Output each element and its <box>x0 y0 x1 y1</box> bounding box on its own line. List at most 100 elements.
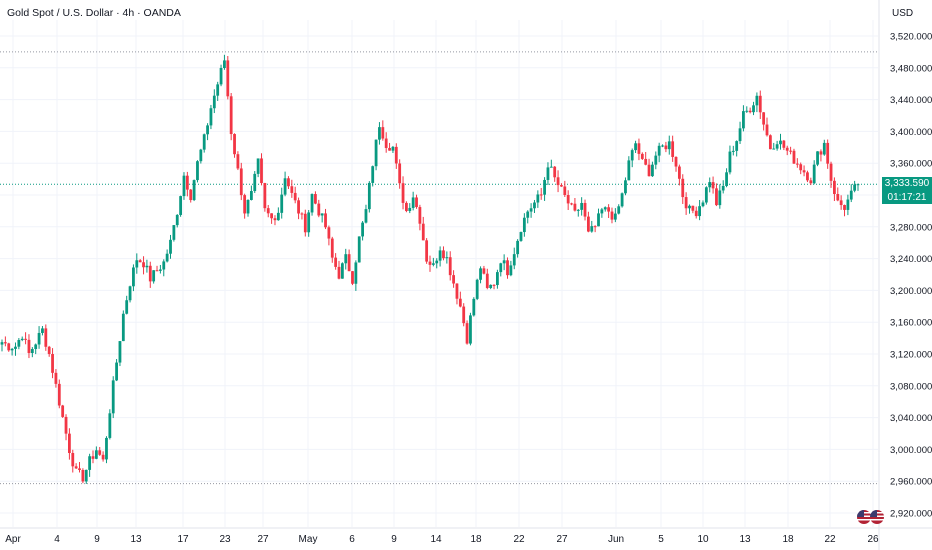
candle-body <box>253 173 257 192</box>
candle-body <box>647 164 651 177</box>
candle-body <box>560 185 563 187</box>
candle-body <box>196 161 199 181</box>
currency-label[interactable]: USD <box>892 8 914 19</box>
candle-body <box>499 263 503 273</box>
candle-body <box>320 213 324 216</box>
candle-body <box>138 260 142 263</box>
candle-body <box>236 154 240 169</box>
candle-body <box>273 218 277 221</box>
x-tick-label: 27 <box>257 534 269 545</box>
candle-body <box>745 110 749 112</box>
candle-body <box>748 110 752 113</box>
candle-body <box>765 124 769 136</box>
candle-body <box>795 163 799 165</box>
y-tick-label: 3,280.000 <box>890 222 932 233</box>
candle-body <box>792 150 796 164</box>
candle-body <box>263 183 267 209</box>
candle-body <box>394 146 398 164</box>
flags[interactable] <box>857 509 885 525</box>
candle-body <box>314 194 317 204</box>
x-tick-label: 22 <box>513 534 525 545</box>
candle-body <box>381 127 385 139</box>
candle-body <box>401 183 405 203</box>
candle-body <box>654 155 658 165</box>
candle-body <box>51 354 54 373</box>
candle-body <box>54 372 58 384</box>
candle-body <box>833 180 836 195</box>
candle-body <box>681 178 685 198</box>
candle-body <box>442 250 445 259</box>
candle-body <box>408 207 412 211</box>
candle-body <box>374 139 378 167</box>
x-tick-label: Jun <box>608 534 624 545</box>
candle-body <box>303 213 307 233</box>
candle-body <box>563 186 567 196</box>
candle-body <box>378 127 381 140</box>
candle-body <box>802 170 806 173</box>
candle-body <box>799 164 803 171</box>
candle-body <box>175 214 179 226</box>
candle-body <box>819 151 823 155</box>
candle-body <box>351 271 354 284</box>
candle-body <box>752 105 755 113</box>
candle-body <box>674 156 678 167</box>
candle-body <box>590 226 594 232</box>
candle-body <box>613 213 617 220</box>
x-tick-label: 9 <box>94 534 100 545</box>
y-tick-label: 3,160.000 <box>890 318 932 329</box>
candle-body <box>843 205 846 210</box>
candle-body <box>772 148 776 150</box>
candle-body <box>68 433 71 454</box>
candle-body <box>431 263 435 265</box>
candle-body <box>121 313 125 342</box>
candle-body <box>243 195 247 214</box>
candle-body <box>324 213 327 228</box>
candle-body <box>162 261 166 270</box>
candle-body <box>651 164 654 177</box>
candle-body <box>452 275 455 284</box>
candle-body <box>7 343 11 351</box>
candle-body <box>94 450 98 459</box>
candle-body <box>290 186 294 193</box>
candle-body <box>657 145 661 156</box>
candle-body <box>620 193 624 207</box>
candle-body <box>388 147 391 151</box>
candle-body <box>482 268 486 274</box>
candle-body <box>435 260 439 264</box>
candle-body <box>536 194 540 203</box>
candle-body <box>617 206 621 214</box>
candle-body <box>721 185 725 191</box>
y-tick-label: 3,440.000 <box>890 95 932 106</box>
candle-body <box>249 191 253 200</box>
x-tick-label: 9 <box>391 534 397 545</box>
candle-body <box>829 163 833 181</box>
candle-body <box>37 332 41 345</box>
candle-body <box>549 166 553 168</box>
candle-body <box>607 207 611 212</box>
candle-body <box>553 166 557 178</box>
candle-body <box>640 153 644 159</box>
candle-body <box>789 150 792 152</box>
x-tick-label: 18 <box>470 534 482 545</box>
candle-body <box>34 344 38 350</box>
candle-body <box>677 166 681 179</box>
x-tick-label: 26 <box>867 534 879 545</box>
candle-body <box>492 284 496 286</box>
chart-title: Gold Spot / U.S. Dollar · 4h · OANDA <box>7 7 181 19</box>
candle-body <box>661 145 664 147</box>
candle-body <box>88 456 92 470</box>
candle-body <box>600 209 604 214</box>
candle-body <box>202 134 206 150</box>
y-tick-label: 3,000.000 <box>890 445 932 456</box>
candle-body <box>529 208 533 212</box>
candle-body <box>212 95 216 109</box>
x-tick-label: Apr <box>5 534 21 545</box>
x-tick-label: 6 <box>349 534 355 545</box>
candle-body <box>755 95 759 106</box>
candle-body <box>671 141 675 157</box>
candle-body <box>74 466 78 469</box>
candle-body <box>512 254 516 266</box>
candle-body <box>24 338 27 340</box>
candle-body <box>101 454 105 460</box>
